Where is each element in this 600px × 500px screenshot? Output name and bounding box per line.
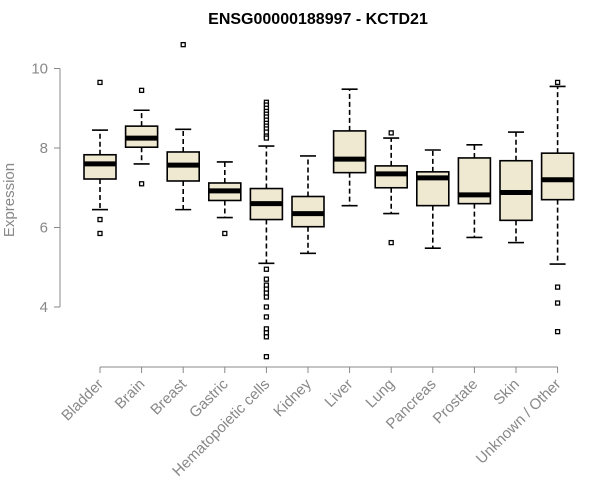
box-group — [166, 42, 200, 211]
box-group — [540, 79, 575, 335]
outlier-point — [263, 266, 270, 272]
outlier-point — [263, 314, 270, 320]
outlier-point — [138, 87, 145, 94]
box-group — [499, 131, 533, 244]
outlier-point — [388, 130, 394, 136]
outlier-point — [180, 42, 186, 48]
outlier-point — [388, 239, 394, 246]
y-axis: 4 6 8 10 — [31, 61, 61, 316]
iqr-box — [540, 152, 575, 201]
outlier-point — [97, 79, 103, 86]
box-group — [457, 144, 492, 239]
outlier-point — [554, 284, 561, 290]
y-tick-label: 4 — [40, 299, 48, 316]
outlier-point — [138, 181, 145, 187]
x-tick-label: Skin — [490, 376, 523, 409]
outlier-point — [263, 354, 270, 360]
x-tick-label: Prostate — [430, 376, 482, 428]
outlier-point — [263, 135, 270, 141]
x-tick-label: Bladder — [58, 376, 107, 425]
iqr-box — [332, 130, 367, 174]
y-tick-label: 10 — [31, 61, 48, 78]
outlier-point — [222, 230, 228, 237]
x-tick-label: Brain — [112, 376, 149, 413]
box-group — [124, 87, 159, 187]
box-group — [208, 161, 242, 237]
y-tick-label: 8 — [40, 140, 48, 157]
box-group — [415, 149, 450, 249]
outlier-point — [554, 300, 561, 306]
x-tick-label: Breast — [147, 375, 190, 418]
y-axis-label: Expression — [1, 163, 18, 237]
chart-title: ENSG00000188997 - KCTD21 — [208, 11, 428, 28]
outlier-point — [263, 276, 270, 282]
x-tick-label: Kidney — [270, 375, 315, 420]
boxes-layer — [83, 42, 575, 360]
outlier-point — [97, 230, 103, 237]
box-group — [249, 99, 284, 360]
outlier-point — [97, 216, 103, 223]
outlier-point — [554, 328, 561, 335]
box-group — [83, 79, 117, 237]
box-group — [291, 155, 325, 255]
y-tick-label: 6 — [40, 220, 48, 237]
outlier-point — [263, 334, 270, 340]
x-tick-label: Liver — [321, 376, 356, 411]
x-tick-label: Lung — [362, 376, 398, 412]
outlier-point — [554, 79, 561, 86]
box-group — [374, 130, 409, 246]
outlier-point — [263, 304, 270, 310]
outlier-point — [263, 294, 270, 300]
iqr-box — [374, 165, 409, 189]
box-group — [332, 88, 367, 207]
iqr-box — [83, 153, 117, 180]
